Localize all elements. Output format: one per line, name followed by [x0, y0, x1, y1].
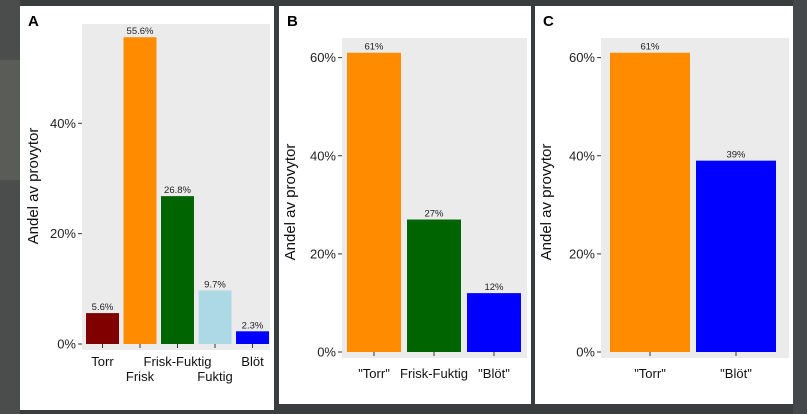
bar-value-label: 2.3%	[242, 320, 264, 331]
category-label: "Blöt"	[720, 366, 752, 381]
y-axis-label-c: Andel av provytor	[538, 144, 555, 261]
bar	[161, 196, 194, 344]
chart-b-marks: 0% 20% 40% 60% 61% "Torr" 27% Frisk-Fuktig 12% "B…	[310, 42, 521, 381]
y-axis-label-a: Andel av provytor	[25, 128, 42, 245]
category-label: "Torr"	[358, 366, 390, 381]
bar-value-label: 27%	[424, 209, 444, 220]
category-label: "Blöt"	[478, 366, 510, 381]
bar-value-label: 39%	[726, 150, 746, 161]
chart-a-marks: 0% 20% 40% 5.6% Torr 55.6% Frisk 26.8% Frisk-Fuk…	[50, 26, 269, 384]
bar	[467, 293, 521, 352]
bar-value-label: 61%	[364, 42, 384, 53]
chart-panel-a: A 0% 20% 40% 5.6% Torr 55.6% Frisk 26.8% Frisk-F…	[20, 6, 274, 410]
panel-letter-c: C	[543, 13, 554, 30]
bar	[347, 52, 401, 352]
bar-value-label: 55.6%	[127, 26, 154, 37]
chart-a-svg: A 0% 20% 40% 5.6% Torr 55.6% Frisk 26.8% Frisk-F…	[25, 13, 270, 384]
category-label: Torr	[91, 354, 114, 369]
panel-letter-b: B	[287, 13, 298, 30]
y-tick-label: 20%	[310, 246, 336, 261]
category-label: Blöt	[241, 354, 264, 369]
y-tick-label: 0%	[576, 345, 595, 360]
y-tick-label: 20%	[50, 226, 76, 241]
category-label: "Torr"	[634, 366, 666, 381]
category-label: Frisk	[126, 369, 155, 384]
category-label: Frisk-Fuktig	[400, 366, 468, 381]
y-tick-label: 0%	[317, 345, 336, 360]
chart-panel-b: B 0% 20% 40% 60% 61% "Torr" 27% Frisk-Fuktig 12%…	[279, 6, 531, 404]
bar	[123, 37, 157, 344]
bar	[236, 331, 269, 344]
bar-value-label: 9.7%	[204, 279, 226, 290]
bar	[86, 313, 119, 344]
y-tick-label: 40%	[310, 148, 336, 163]
bar-value-label: 5.6%	[92, 302, 114, 313]
bar	[610, 52, 690, 352]
y-tick-label: 60%	[310, 50, 336, 65]
bar-value-label: 12%	[484, 282, 504, 293]
category-label: Fuktig	[197, 369, 232, 384]
chart-c-svg: C 0% 20% 40% 60% 61% "Torr" 39% "Blöt" Andel av…	[538, 13, 789, 381]
y-tick-label: 40%	[569, 148, 595, 163]
chart-c-marks: 0% 20% 40% 60% 61% "Torr" 39% "Blöt"	[569, 42, 776, 381]
y-tick-label: 60%	[569, 50, 595, 65]
chart-b-svg: B 0% 20% 40% 60% 61% "Torr" 27% Frisk-Fuktig 12%…	[282, 13, 527, 381]
y-tick-label: 40%	[50, 116, 76, 131]
y-tick-label: 20%	[569, 246, 595, 261]
category-label: Frisk-Fuktig	[144, 354, 212, 369]
y-tick-label: 0%	[57, 337, 76, 352]
bar-value-label: 26.8%	[164, 185, 191, 196]
bar	[696, 160, 776, 352]
panel-letter-a: A	[28, 13, 39, 30]
bar	[407, 219, 461, 352]
y-axis-label-b: Andel av provytor	[282, 144, 299, 261]
bar	[198, 290, 232, 344]
bar-value-label: 61%	[640, 42, 660, 53]
chart-panel-c: C 0% 20% 40% 60% 61% "Torr" 39% "Blöt" Andel av…	[535, 6, 793, 404]
